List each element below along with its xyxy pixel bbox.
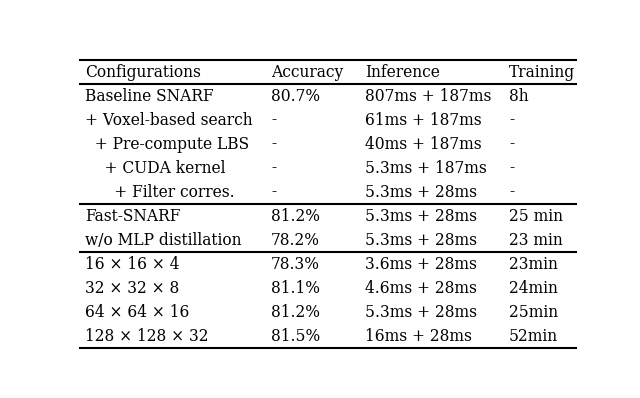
Text: Inference: Inference [365, 64, 440, 80]
Text: 5.3ms + 28ms: 5.3ms + 28ms [365, 232, 477, 249]
Text: -: - [271, 136, 276, 152]
Text: 5.3ms + 28ms: 5.3ms + 28ms [365, 304, 477, 320]
Text: 16 × 16 × 4: 16 × 16 × 4 [85, 256, 179, 273]
Text: -: - [271, 160, 276, 177]
Text: + Filter corres.: + Filter corres. [85, 183, 235, 201]
Text: 25 min: 25 min [509, 208, 563, 224]
Text: -: - [271, 111, 276, 129]
Text: 8h: 8h [509, 88, 529, 105]
Text: 52min: 52min [509, 328, 558, 345]
Text: 81.1%: 81.1% [271, 279, 320, 297]
Text: 32 × 32 × 8: 32 × 32 × 8 [85, 279, 179, 297]
Text: 24min: 24min [509, 279, 558, 297]
Text: -: - [271, 183, 276, 201]
Text: 5.3ms + 28ms: 5.3ms + 28ms [365, 208, 477, 224]
Text: -: - [509, 160, 514, 177]
Text: w/o MLP distillation: w/o MLP distillation [85, 232, 241, 249]
Text: Training: Training [509, 64, 575, 80]
Text: -: - [509, 111, 514, 129]
Text: 80.7%: 80.7% [271, 88, 320, 105]
Text: 3.6ms + 28ms: 3.6ms + 28ms [365, 256, 477, 273]
Text: 128 × 128 × 32: 128 × 128 × 32 [85, 328, 209, 345]
Text: + CUDA kernel: + CUDA kernel [85, 160, 225, 177]
Text: 25min: 25min [509, 304, 558, 320]
Text: 81.5%: 81.5% [271, 328, 320, 345]
Text: 4.6ms + 28ms: 4.6ms + 28ms [365, 279, 477, 297]
Text: + Pre-compute LBS: + Pre-compute LBS [85, 136, 249, 152]
Text: 61ms + 187ms: 61ms + 187ms [365, 111, 482, 129]
Text: 5.3ms + 187ms: 5.3ms + 187ms [365, 160, 487, 177]
Text: 81.2%: 81.2% [271, 208, 320, 224]
Text: 16ms + 28ms: 16ms + 28ms [365, 328, 472, 345]
Text: Accuracy: Accuracy [271, 64, 343, 80]
Text: Configurations: Configurations [85, 64, 201, 80]
Text: 64 × 64 × 16: 64 × 64 × 16 [85, 304, 189, 320]
Text: 78.3%: 78.3% [271, 256, 320, 273]
Text: -: - [509, 136, 514, 152]
Text: 5.3ms + 28ms: 5.3ms + 28ms [365, 183, 477, 201]
Text: 23 min: 23 min [509, 232, 563, 249]
Text: Fast-SNARF: Fast-SNARF [85, 208, 180, 224]
Text: 23min: 23min [509, 256, 558, 273]
Text: 81.2%: 81.2% [271, 304, 320, 320]
Text: -: - [509, 183, 514, 201]
Text: + Voxel-based search: + Voxel-based search [85, 111, 253, 129]
Text: Baseline SNARF: Baseline SNARF [85, 88, 214, 105]
Text: 40ms + 187ms: 40ms + 187ms [365, 136, 482, 152]
Text: 78.2%: 78.2% [271, 232, 320, 249]
Text: 807ms + 187ms: 807ms + 187ms [365, 88, 492, 105]
